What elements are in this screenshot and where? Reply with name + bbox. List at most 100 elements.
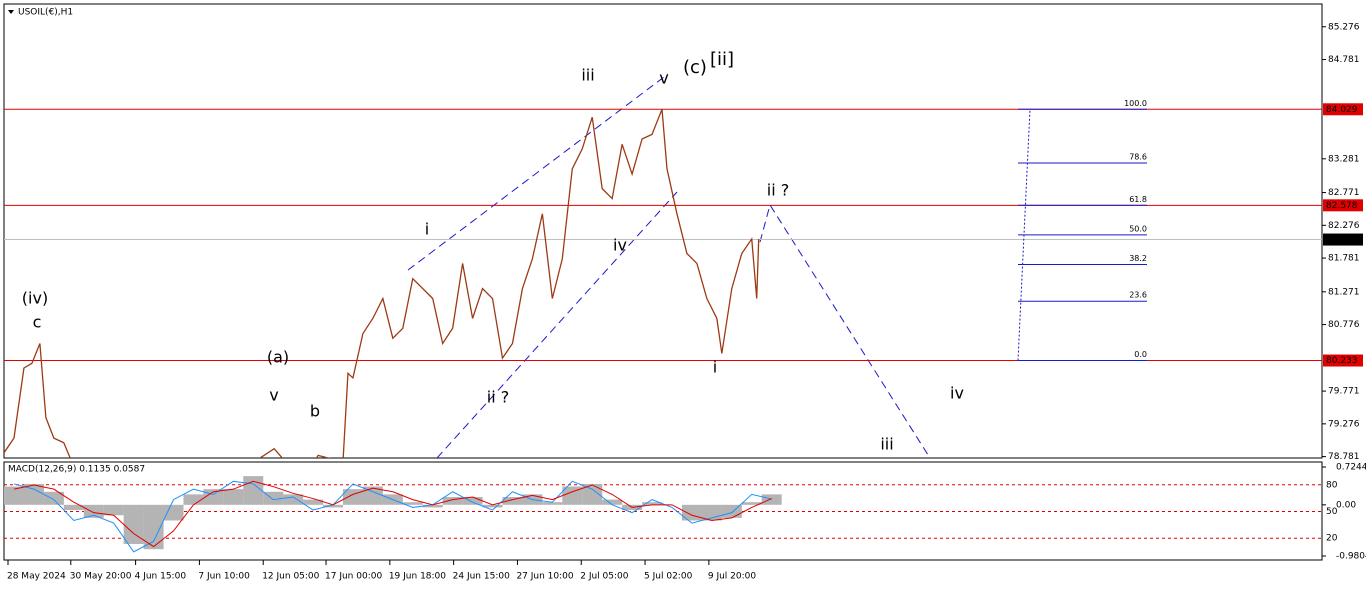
- y2-tick-label: 50: [1326, 507, 1338, 517]
- histogram-bar: [103, 504, 124, 516]
- sub-plot: [4, 476, 1322, 553]
- x-tick-label: 19 Jun 18:00: [389, 572, 446, 582]
- x-tick-label: 28 May 2024: [7, 572, 66, 582]
- y-tick-label: 79.771: [1328, 387, 1360, 397]
- x-tick-label: 30 May 20:00: [70, 572, 132, 582]
- fibo-label: 38.2: [1129, 254, 1147, 263]
- macd-line: [13, 480, 772, 553]
- histogram-bar: [462, 496, 483, 505]
- histogram-bar: [263, 491, 284, 505]
- histogram-bar: [163, 504, 184, 521]
- y-tick-label: 81.271: [1328, 287, 1360, 297]
- histogram-bar: [183, 494, 204, 505]
- y-tick-label: -0.9804: [1336, 552, 1366, 562]
- main-frame: [3, 3, 1323, 459]
- fibo-label: 23.6: [1129, 291, 1147, 300]
- wave-label: iii: [880, 435, 893, 454]
- histogram-bar: [303, 499, 324, 505]
- wave-label: (a): [267, 348, 289, 367]
- y-tick-label: 80.776: [1328, 320, 1360, 330]
- fibo-label: 100.0: [1124, 99, 1147, 108]
- y2-tick-label: 80: [1326, 480, 1338, 490]
- histogram-bar: [542, 502, 563, 505]
- symbol-title: USOIL(€),H1: [18, 8, 73, 18]
- histogram-bar: [402, 502, 423, 505]
- x-tick-label: 17 Jun 00:00: [325, 572, 382, 582]
- last-price-label: 82.061: [1326, 235, 1358, 245]
- histogram-bar: [602, 499, 623, 505]
- wave-label: i: [425, 220, 429, 239]
- wave-label: b: [310, 402, 320, 421]
- menu-arrow[interactable]: [8, 10, 14, 14]
- wave-label: c: [33, 313, 42, 332]
- x-tick-label: 2 Jul 05:00: [580, 572, 629, 582]
- level-badge: [1323, 103, 1363, 116]
- wave-label: iv: [613, 236, 627, 255]
- wave-labels: (iv) c (a) v b i iii v (c) [ii] iv ii ? …: [22, 49, 964, 454]
- histogram-bar: [43, 491, 64, 505]
- wave-label: ii ?: [487, 388, 509, 407]
- level-label: 80.233: [1326, 356, 1358, 366]
- price-line: [4, 108, 760, 458]
- histogram-bar: [143, 504, 164, 550]
- y-tick-label: 82.771: [1328, 188, 1360, 198]
- histogram-bar: [83, 504, 104, 518]
- histogram-bar: [582, 483, 603, 505]
- histogram-bar: [243, 476, 264, 505]
- x-tick-label: 7 Jun 10:00: [198, 572, 250, 582]
- x-tick-label: 27 Jun 10:00: [516, 572, 573, 582]
- level-label: 84.029: [1326, 105, 1358, 115]
- y-tick-label: 82.276: [1328, 221, 1360, 231]
- histogram-bar: [4, 486, 24, 505]
- y-tick-label: 78.781: [1328, 452, 1360, 462]
- histogram-bar: [741, 502, 762, 505]
- histogram-bar: [482, 504, 503, 508]
- histogram-bar: [422, 504, 443, 508]
- wave-label: v: [269, 386, 278, 405]
- y-tick-label: 85.276: [1328, 22, 1360, 32]
- histogram-bar: [642, 502, 663, 505]
- sub-frame: [3, 461, 1323, 561]
- wave-label: i: [713, 358, 717, 377]
- histogram-bar: [63, 504, 84, 511]
- indicator-title: MACD(12,26,9) 0.1135 0.0587: [8, 465, 145, 475]
- main-plot: 100.0 78.6 61.8 50.0 38.2 23.6 0.0: [4, 73, 1322, 458]
- histogram-bar: [283, 494, 304, 505]
- x-tick-label: 9 Jul 20:00: [708, 572, 757, 582]
- fibo-label: 0.0: [1134, 350, 1147, 359]
- level-badge: [1323, 354, 1363, 367]
- y-tick-label: 79.276: [1328, 419, 1360, 429]
- last-price-badge: [1323, 233, 1363, 246]
- y-tick-label: 84.781: [1328, 55, 1360, 65]
- histogram-bar: [323, 504, 344, 508]
- fibo-label: 50.0: [1129, 224, 1147, 233]
- y2-tick-label: 20: [1326, 534, 1338, 544]
- y-tick-label: 83.281: [1328, 154, 1360, 164]
- fibo-label: 78.6: [1129, 153, 1147, 162]
- histogram-bar: [761, 494, 782, 505]
- histogram-bar: [23, 483, 44, 505]
- histogram-bar: [223, 489, 244, 505]
- signal-line: [13, 480, 772, 548]
- x-tick-label: 4 Jun 15:00: [135, 572, 187, 582]
- histogram-bar: [442, 496, 463, 505]
- histogram-bar: [502, 496, 523, 505]
- wave-label: v: [659, 69, 668, 88]
- level-label: 82.578: [1326, 201, 1358, 211]
- histogram-bar: [123, 504, 144, 544]
- wave-label: (c): [683, 57, 707, 78]
- wave-label: (iv): [22, 289, 48, 308]
- x-tick-label: 5 Jul 02:00: [644, 572, 693, 582]
- histogram-bar: [562, 486, 583, 505]
- wave-label: ii ?: [767, 181, 789, 200]
- fibo-label: 61.8: [1129, 195, 1147, 204]
- channel-line: [436, 191, 678, 458]
- x-tick-label: 12 Jun 05:00: [262, 572, 319, 582]
- level-badge: [1323, 199, 1363, 212]
- wave-label: iv: [950, 384, 964, 403]
- histogram-bar: [362, 486, 383, 505]
- wave-label: iii: [581, 66, 594, 85]
- wave-label: [ii]: [710, 49, 734, 70]
